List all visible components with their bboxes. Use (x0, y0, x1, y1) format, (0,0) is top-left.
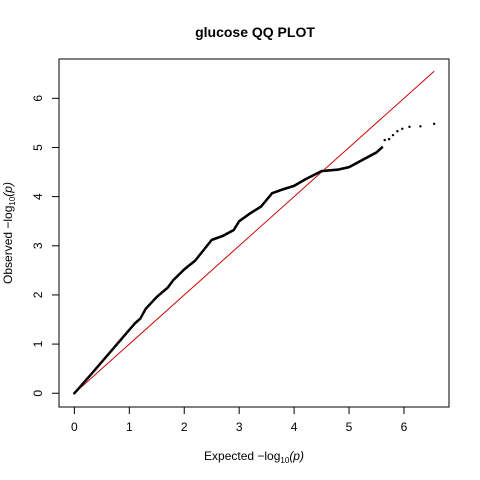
tail-point (408, 125, 411, 129)
chart-title: glucose QQ PLOT (195, 24, 315, 40)
x-tick-label: 1 (126, 420, 133, 434)
tail-point (387, 137, 391, 141)
x-tick-label: 2 (181, 420, 188, 434)
observed-point (380, 146, 384, 149)
reference-line (74, 70, 435, 394)
x-tick-label: 6 (401, 420, 408, 434)
x-tick-label: 3 (236, 420, 243, 434)
y-axis-label: Observed −log10(p) (1, 182, 17, 284)
x-tick-label: 4 (291, 420, 298, 434)
y-tick-label: 6 (31, 95, 45, 102)
x-tick-label: 5 (346, 420, 353, 434)
tail-point (419, 125, 422, 128)
y-tick-label: 1 (31, 340, 45, 347)
tail-point (396, 130, 399, 133)
y-axis: 0 1 2 3 4 5 6 (31, 95, 60, 397)
y-tick-label: 0 (31, 390, 45, 397)
tail-point (401, 127, 404, 130)
y-tick-label: 3 (31, 242, 45, 249)
x-axis-label: Expected −log10(p) (204, 449, 304, 465)
y-tick-label: 2 (31, 291, 45, 298)
x-tick-label: 0 (71, 420, 78, 434)
tail-point (432, 122, 436, 126)
y-tick-label: 5 (31, 144, 45, 151)
x-axis: 0 1 2 3 4 5 6 (71, 406, 408, 434)
tail-point (391, 133, 395, 137)
tail-point (383, 138, 386, 142)
y-tick-label: 4 (31, 193, 45, 200)
observed-points (73, 122, 436, 395)
